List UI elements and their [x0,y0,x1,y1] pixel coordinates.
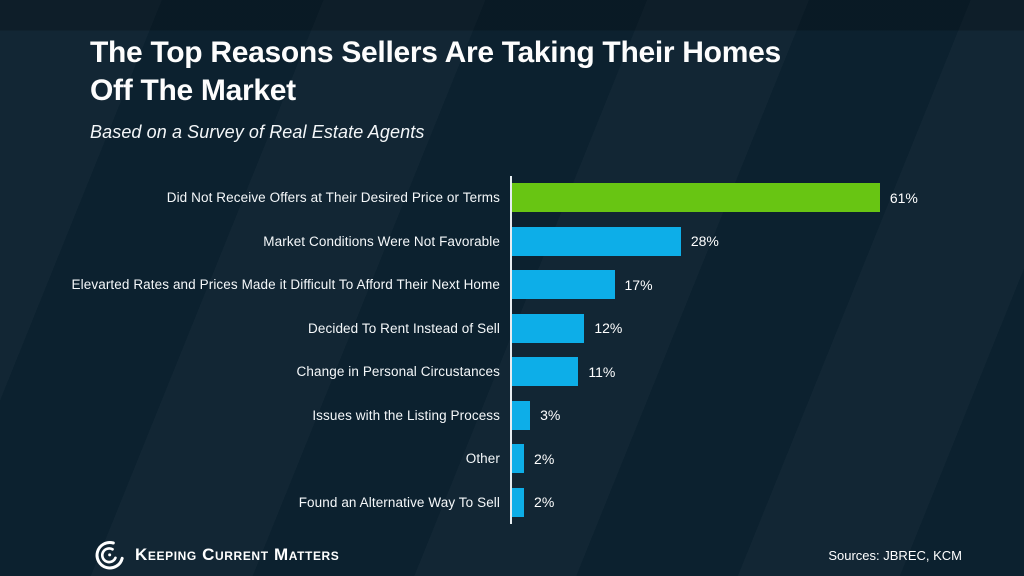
category-label: Found an Alternative Way To Sell [298,494,500,510]
bar [512,444,525,474]
bar-row: Did Not Receive Offers at Their Desired … [0,176,1024,220]
category-label: Other [465,451,500,467]
bar-row: Decided To Rent Instead of Sell 12% [0,307,1024,351]
sources-text: Sources: JBREC, KCM [828,547,962,563]
value-label: 61% [889,189,918,206]
value-label: 2% [534,494,555,511]
bar [512,313,585,343]
value-label: 28% [690,233,719,250]
chart-subtitle: Based on a Survey of Real Estate Agents [90,122,425,143]
category-label: Change in Personal Circustances [296,364,500,380]
axis-line [510,176,512,524]
page-title: The Top Reasons Sellers Are Taking Their… [90,34,970,110]
brand-wordmark: Keeping Current Matters [135,545,340,564]
bar [512,357,579,387]
category-label: Issues with the Listing Process [312,407,500,423]
bar [512,487,525,517]
title-line-1: The Top Reasons Sellers Are Taking Their… [90,36,781,69]
value-label: 12% [594,320,623,337]
brand: Keeping Current Matters [0,540,339,570]
bar [512,226,681,256]
bar-row: Other 2% [0,437,1024,481]
bar [512,400,531,430]
footer-bar: Keeping Current Matters Sources: JBREC, … [0,534,1024,576]
title-line-2: Off The Market [90,74,296,108]
bar [512,270,615,300]
category-label: Decided To Rent Instead of Sell [308,320,500,336]
bar [512,183,880,213]
value-label: 2% [534,450,555,467]
bar-chart: Did Not Receive Offers at Their Desired … [0,176,1024,524]
value-label: 17% [624,276,653,293]
category-label: Elevarted Rates and Prices Made it Diffi… [71,277,500,293]
bar-row: Found an Alternative Way To Sell 2% [0,481,1024,525]
bar-row: Elevarted Rates and Prices Made it Diffi… [0,263,1024,307]
value-label: 3% [540,407,561,424]
bar-row: Market Conditions Were Not Favorable 28% [0,220,1024,264]
header: The Top Reasons Sellers Are Taking Their… [90,34,970,143]
bar-rows: Did Not Receive Offers at Their Desired … [0,176,1024,524]
category-label: Did Not Receive Offers at Their Desired … [166,190,500,206]
category-label: Market Conditions Were Not Favorable [263,233,500,249]
bar-row: Change in Personal Circustances 11% [0,350,1024,394]
bar-row: Issues with the Listing Process 3% [0,394,1024,438]
kcm-swirl-logo-icon [95,540,125,570]
value-label: 11% [588,363,616,380]
